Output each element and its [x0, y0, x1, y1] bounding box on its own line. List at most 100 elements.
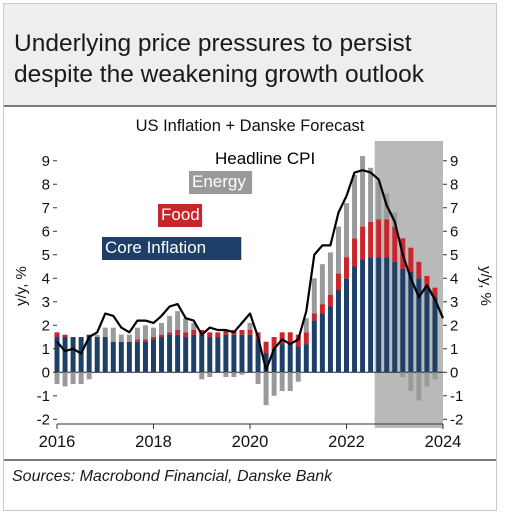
y-tick-label-right: -1 [450, 388, 463, 405]
headline: Underlying price pressures to persist de… [14, 30, 424, 88]
food-bar [199, 329, 205, 335]
food-bar [167, 332, 173, 335]
food-bar [183, 332, 189, 338]
y-tick-label-left: 8 [42, 176, 50, 193]
food-bar [142, 339, 148, 342]
energy-bar [78, 372, 84, 385]
energy-bar [134, 327, 140, 340]
core-bar [247, 334, 253, 373]
energy-bar [175, 311, 181, 330]
y-tick-label-right: 9 [450, 153, 458, 170]
food-bar [62, 334, 68, 338]
core-bar [311, 320, 317, 373]
headline-line [56, 169, 436, 371]
y-tick-label-right: -2 [450, 411, 463, 428]
core-bar [223, 334, 229, 373]
energy-bar [311, 278, 317, 314]
core-bar [376, 257, 382, 373]
energy-bar [191, 322, 197, 330]
energy-bar [303, 318, 309, 333]
core-bar [335, 290, 341, 373]
core-bar [134, 341, 140, 373]
core-bar [191, 334, 197, 373]
energy-bar [86, 372, 92, 380]
food-bar [424, 275, 430, 288]
energy-bar [151, 327, 156, 338]
food-bar [215, 332, 221, 338]
x-tick-label: 2016 [39, 433, 76, 451]
energy-bar [376, 181, 382, 220]
energy-bar [183, 318, 189, 333]
energy-bar [70, 372, 76, 385]
energy-bar [424, 372, 430, 387]
y-tick-label-right: 2 [450, 317, 458, 334]
core-bar [303, 344, 309, 373]
food-bar [416, 261, 422, 279]
energy-bar [94, 334, 100, 338]
food-bar [175, 329, 181, 335]
core-bar [295, 346, 301, 373]
food-label-box [158, 204, 203, 227]
bottom-divider [4, 459, 496, 461]
core-bar [159, 337, 165, 373]
food-bar [335, 273, 341, 291]
core-bar [327, 306, 333, 373]
energy-bar [239, 372, 245, 375]
y-tick-label-left: 5 [42, 247, 50, 264]
core-bar [183, 337, 189, 373]
energy-label-box [189, 171, 253, 194]
energy-bar [159, 322, 165, 335]
core-bar [408, 271, 414, 373]
y-tick-label-right: 3 [450, 294, 458, 311]
core-bar [142, 341, 148, 373]
energy-bar [247, 322, 253, 330]
food-bar [159, 334, 165, 338]
y-tick-label-left: 3 [42, 294, 50, 311]
x-tick-label: 2018 [135, 433, 172, 451]
top-divider [4, 105, 496, 107]
energy-bar [319, 264, 325, 305]
core-bar [432, 297, 438, 373]
food-bar [408, 247, 414, 272]
chart-title: US Inflation + Danske Forecast [136, 117, 365, 135]
core-bar [78, 337, 84, 373]
energy-bar [255, 372, 261, 385]
core-bar [239, 334, 245, 373]
y-tick-label-right: 4 [450, 270, 458, 287]
energy-bar [110, 327, 116, 342]
core-bar [70, 337, 76, 373]
energy-bar [416, 372, 422, 401]
energy-bar [295, 372, 301, 382]
core-bar [392, 261, 398, 373]
core-bar [255, 339, 261, 373]
y-tick-label-left: 6 [42, 223, 50, 240]
core-bar [424, 287, 430, 373]
energy-bar [223, 372, 229, 377]
y-axis-left-label: y/y, % [13, 266, 30, 306]
core-bar [199, 334, 205, 373]
header-panel [4, 4, 496, 105]
food-bar [303, 332, 309, 345]
core-bar [400, 268, 406, 373]
energy-bar [400, 372, 406, 377]
energy-bar [199, 372, 205, 380]
core-bar [54, 337, 60, 373]
core-bar [231, 334, 237, 373]
energy-bar [368, 167, 374, 222]
core-bar [263, 353, 269, 373]
food-bar [247, 329, 253, 335]
energy-bar [142, 325, 148, 340]
core-bar [344, 278, 349, 373]
source-note: Sources: Macrobond Financial, Danske Ban… [12, 468, 333, 485]
y-tick-label-right: 8 [450, 176, 458, 193]
core-bar [151, 339, 156, 373]
y-tick-label-left: 0 [42, 364, 50, 381]
core-bar [118, 341, 124, 373]
energy-bar [327, 252, 333, 295]
core-bar [62, 337, 68, 373]
food-bar [344, 257, 349, 279]
core-bar [279, 344, 285, 373]
food-bar [287, 332, 293, 345]
y-tick-label-left: -2 [37, 411, 50, 428]
core-bar [368, 257, 374, 373]
